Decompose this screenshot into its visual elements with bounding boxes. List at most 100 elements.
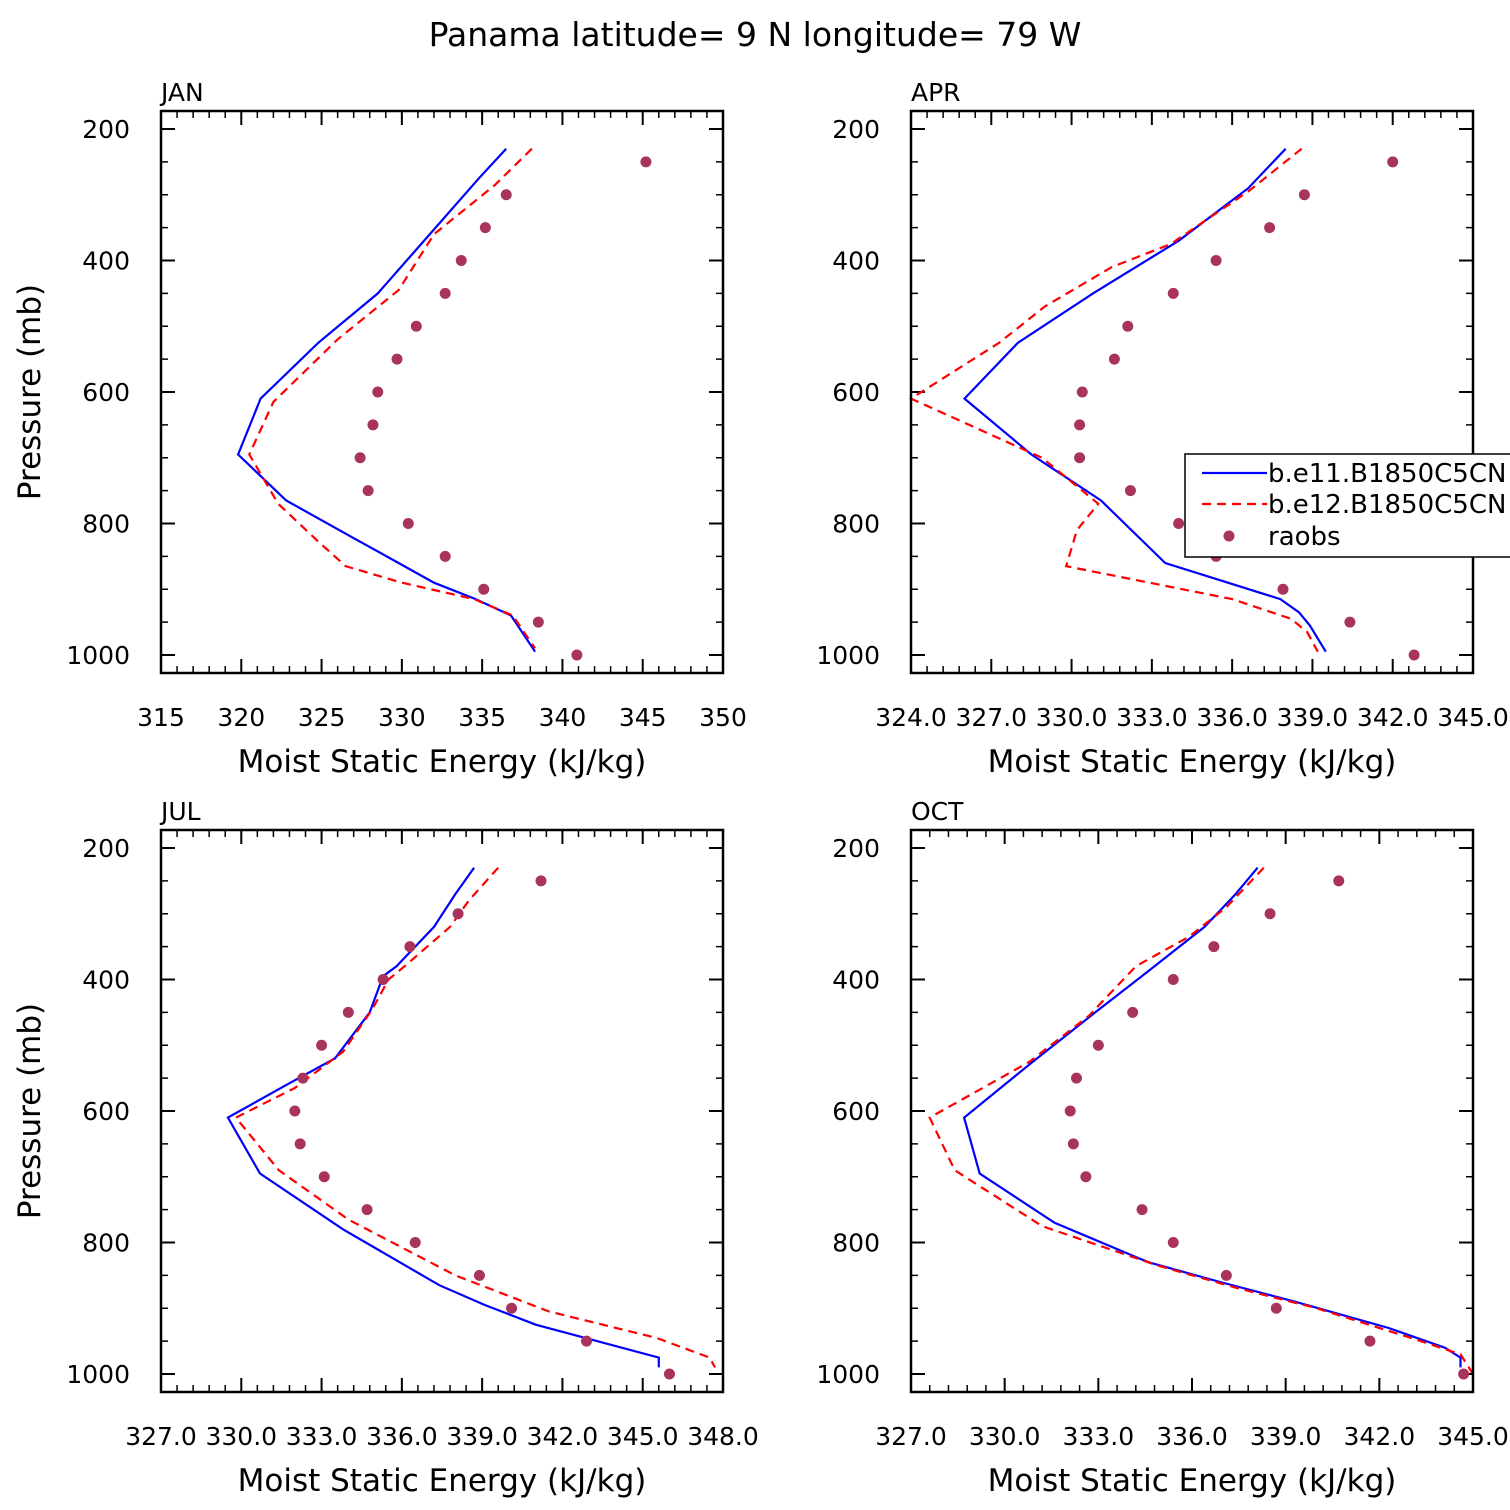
raobs-point xyxy=(532,616,544,628)
chart-panel-apr: 200 400 600 800 1000 324.0 327.0 330.0 333.0 336.… xyxy=(816,78,1510,780)
series-b-e11-line xyxy=(226,867,660,1368)
raobs-point xyxy=(455,255,467,266)
x-axis-label: Moist Static Energy (kJ/kg) xyxy=(988,1463,1397,1499)
x-axis-label: Moist Static Energy (kJ/kg) xyxy=(988,744,1397,780)
raobs-point xyxy=(1124,485,1136,497)
raobs-point xyxy=(377,974,389,985)
series-b-e12-line xyxy=(248,147,537,650)
raobs-point xyxy=(1074,419,1086,431)
raobs-point xyxy=(1264,222,1276,234)
raobs-point xyxy=(473,1269,485,1281)
y-tick-label: 800 xyxy=(832,510,880,539)
raobs-point xyxy=(478,583,490,595)
y-tick-label: 400 xyxy=(82,966,130,995)
series-b-e12-line xyxy=(234,866,716,1368)
raobs-point xyxy=(1076,386,1088,398)
x-tick-label: 330.0 xyxy=(1036,703,1108,732)
y-tick-label: 400 xyxy=(832,966,880,995)
raobs-point xyxy=(1127,1006,1139,1018)
series-b-e11-line xyxy=(962,147,1327,653)
raobs-point xyxy=(1064,1105,1076,1117)
y-tick-label: 600 xyxy=(832,1097,880,1126)
raobs-point xyxy=(1108,353,1120,365)
x-tick-label: 325 xyxy=(298,703,346,732)
x-tick-label: 330.0 xyxy=(205,1422,277,1451)
x-tick-label: 327.0 xyxy=(955,703,1027,732)
y-tick-label: 800 xyxy=(82,1229,130,1258)
chart-panel-jan: 200 400 600 800 1000 315 320 325 330 335 340 345 350… xyxy=(12,78,747,780)
series-b-e11-line xyxy=(236,147,537,653)
raobs-point xyxy=(452,908,464,920)
raobs-point xyxy=(1167,287,1179,299)
raobs-point xyxy=(354,452,366,464)
plot-frame xyxy=(909,109,1475,675)
legend-entry: raobs xyxy=(1268,522,1341,552)
raobs-point xyxy=(297,1072,309,1084)
panel-title: APR xyxy=(911,78,961,107)
panel-title: OCT xyxy=(911,797,964,826)
raobs-point xyxy=(342,1006,354,1018)
raobs-point xyxy=(506,1302,518,1314)
chart-panel-oct: 200 400 600 800 1000 327.0 330.0 333.0 336.0 339.… xyxy=(816,797,1508,1499)
raobs-point xyxy=(1208,941,1220,953)
y-tick-label: 200 xyxy=(832,834,880,863)
raobs-point xyxy=(402,518,414,529)
plot-frame xyxy=(159,109,725,675)
y-tick-label: 800 xyxy=(832,1229,880,1258)
raobs-point xyxy=(1458,1368,1470,1380)
x-tick-label: 320 xyxy=(217,703,265,732)
raobs-point xyxy=(318,1171,330,1183)
raobs-point xyxy=(1264,908,1276,920)
x-tick-label: 345.0 xyxy=(1437,703,1509,732)
x-tick-label: 336.0 xyxy=(1196,703,1268,732)
raobs-point xyxy=(1277,583,1289,595)
raobs-point xyxy=(1173,518,1185,529)
y-tick-label: 400 xyxy=(832,247,880,276)
raobs-point xyxy=(409,1237,421,1248)
x-tick-label: 345.0 xyxy=(1437,1422,1509,1451)
x-tick-label: 324.0 xyxy=(875,703,947,732)
x-tick-label: 333.0 xyxy=(286,1422,358,1451)
x-tick-label: 336.0 xyxy=(366,1422,438,1451)
raobs-point xyxy=(439,287,451,299)
series-b-e12-line xyxy=(928,866,1474,1375)
raobs-point xyxy=(640,156,652,168)
y-tick-label: 600 xyxy=(832,378,880,407)
x-tick-label: 336.0 xyxy=(1156,1422,1228,1451)
x-tick-label: 339.0 xyxy=(1250,1422,1322,1451)
raobs-point xyxy=(1210,255,1222,266)
panel-title: JAN xyxy=(159,78,204,107)
raobs-point xyxy=(1067,1138,1079,1150)
raobs-point xyxy=(1167,1237,1179,1248)
raobs-point xyxy=(372,386,384,398)
x-tick-label: 342.0 xyxy=(1344,1422,1416,1451)
raobs-point xyxy=(289,1105,301,1117)
x-tick-label: 315 xyxy=(137,703,185,732)
legend-box xyxy=(1184,453,1510,558)
raobs-point xyxy=(479,222,491,234)
raobs-point xyxy=(316,1039,328,1051)
y-axis-label: Pressure (mb) xyxy=(12,1003,48,1219)
raobs-point xyxy=(581,1335,593,1347)
raobs-point xyxy=(1387,156,1399,168)
x-tick-label: 350 xyxy=(699,703,747,732)
raobs-point xyxy=(571,649,583,661)
panels: 200 400 600 800 1000 315 320 325 330 335 340 345 350… xyxy=(12,78,1510,1499)
raobs-point xyxy=(391,353,403,365)
y-tick-label: 1000 xyxy=(816,1360,880,1389)
raobs-point xyxy=(1070,1072,1082,1084)
plot-frame xyxy=(909,828,1475,1394)
chart-panel-jul: 200 400 600 800 1000 327.0 330.0 333.0 336.0 339.… xyxy=(12,797,759,1499)
panel-title: JUL xyxy=(159,797,201,826)
raobs-point xyxy=(1364,1335,1376,1347)
x-tick-label: 339.0 xyxy=(1277,703,1349,732)
y-tick-label: 1000 xyxy=(66,1360,130,1389)
x-tick-label: 330.0 xyxy=(969,1422,1041,1451)
y-tick-label: 200 xyxy=(82,115,130,144)
raobs-point xyxy=(535,875,547,887)
raobs-point xyxy=(439,550,451,562)
x-tick-label: 335 xyxy=(458,703,506,732)
y-axis-label: Pressure (mb) xyxy=(12,284,48,500)
raobs-point xyxy=(1080,1171,1092,1183)
